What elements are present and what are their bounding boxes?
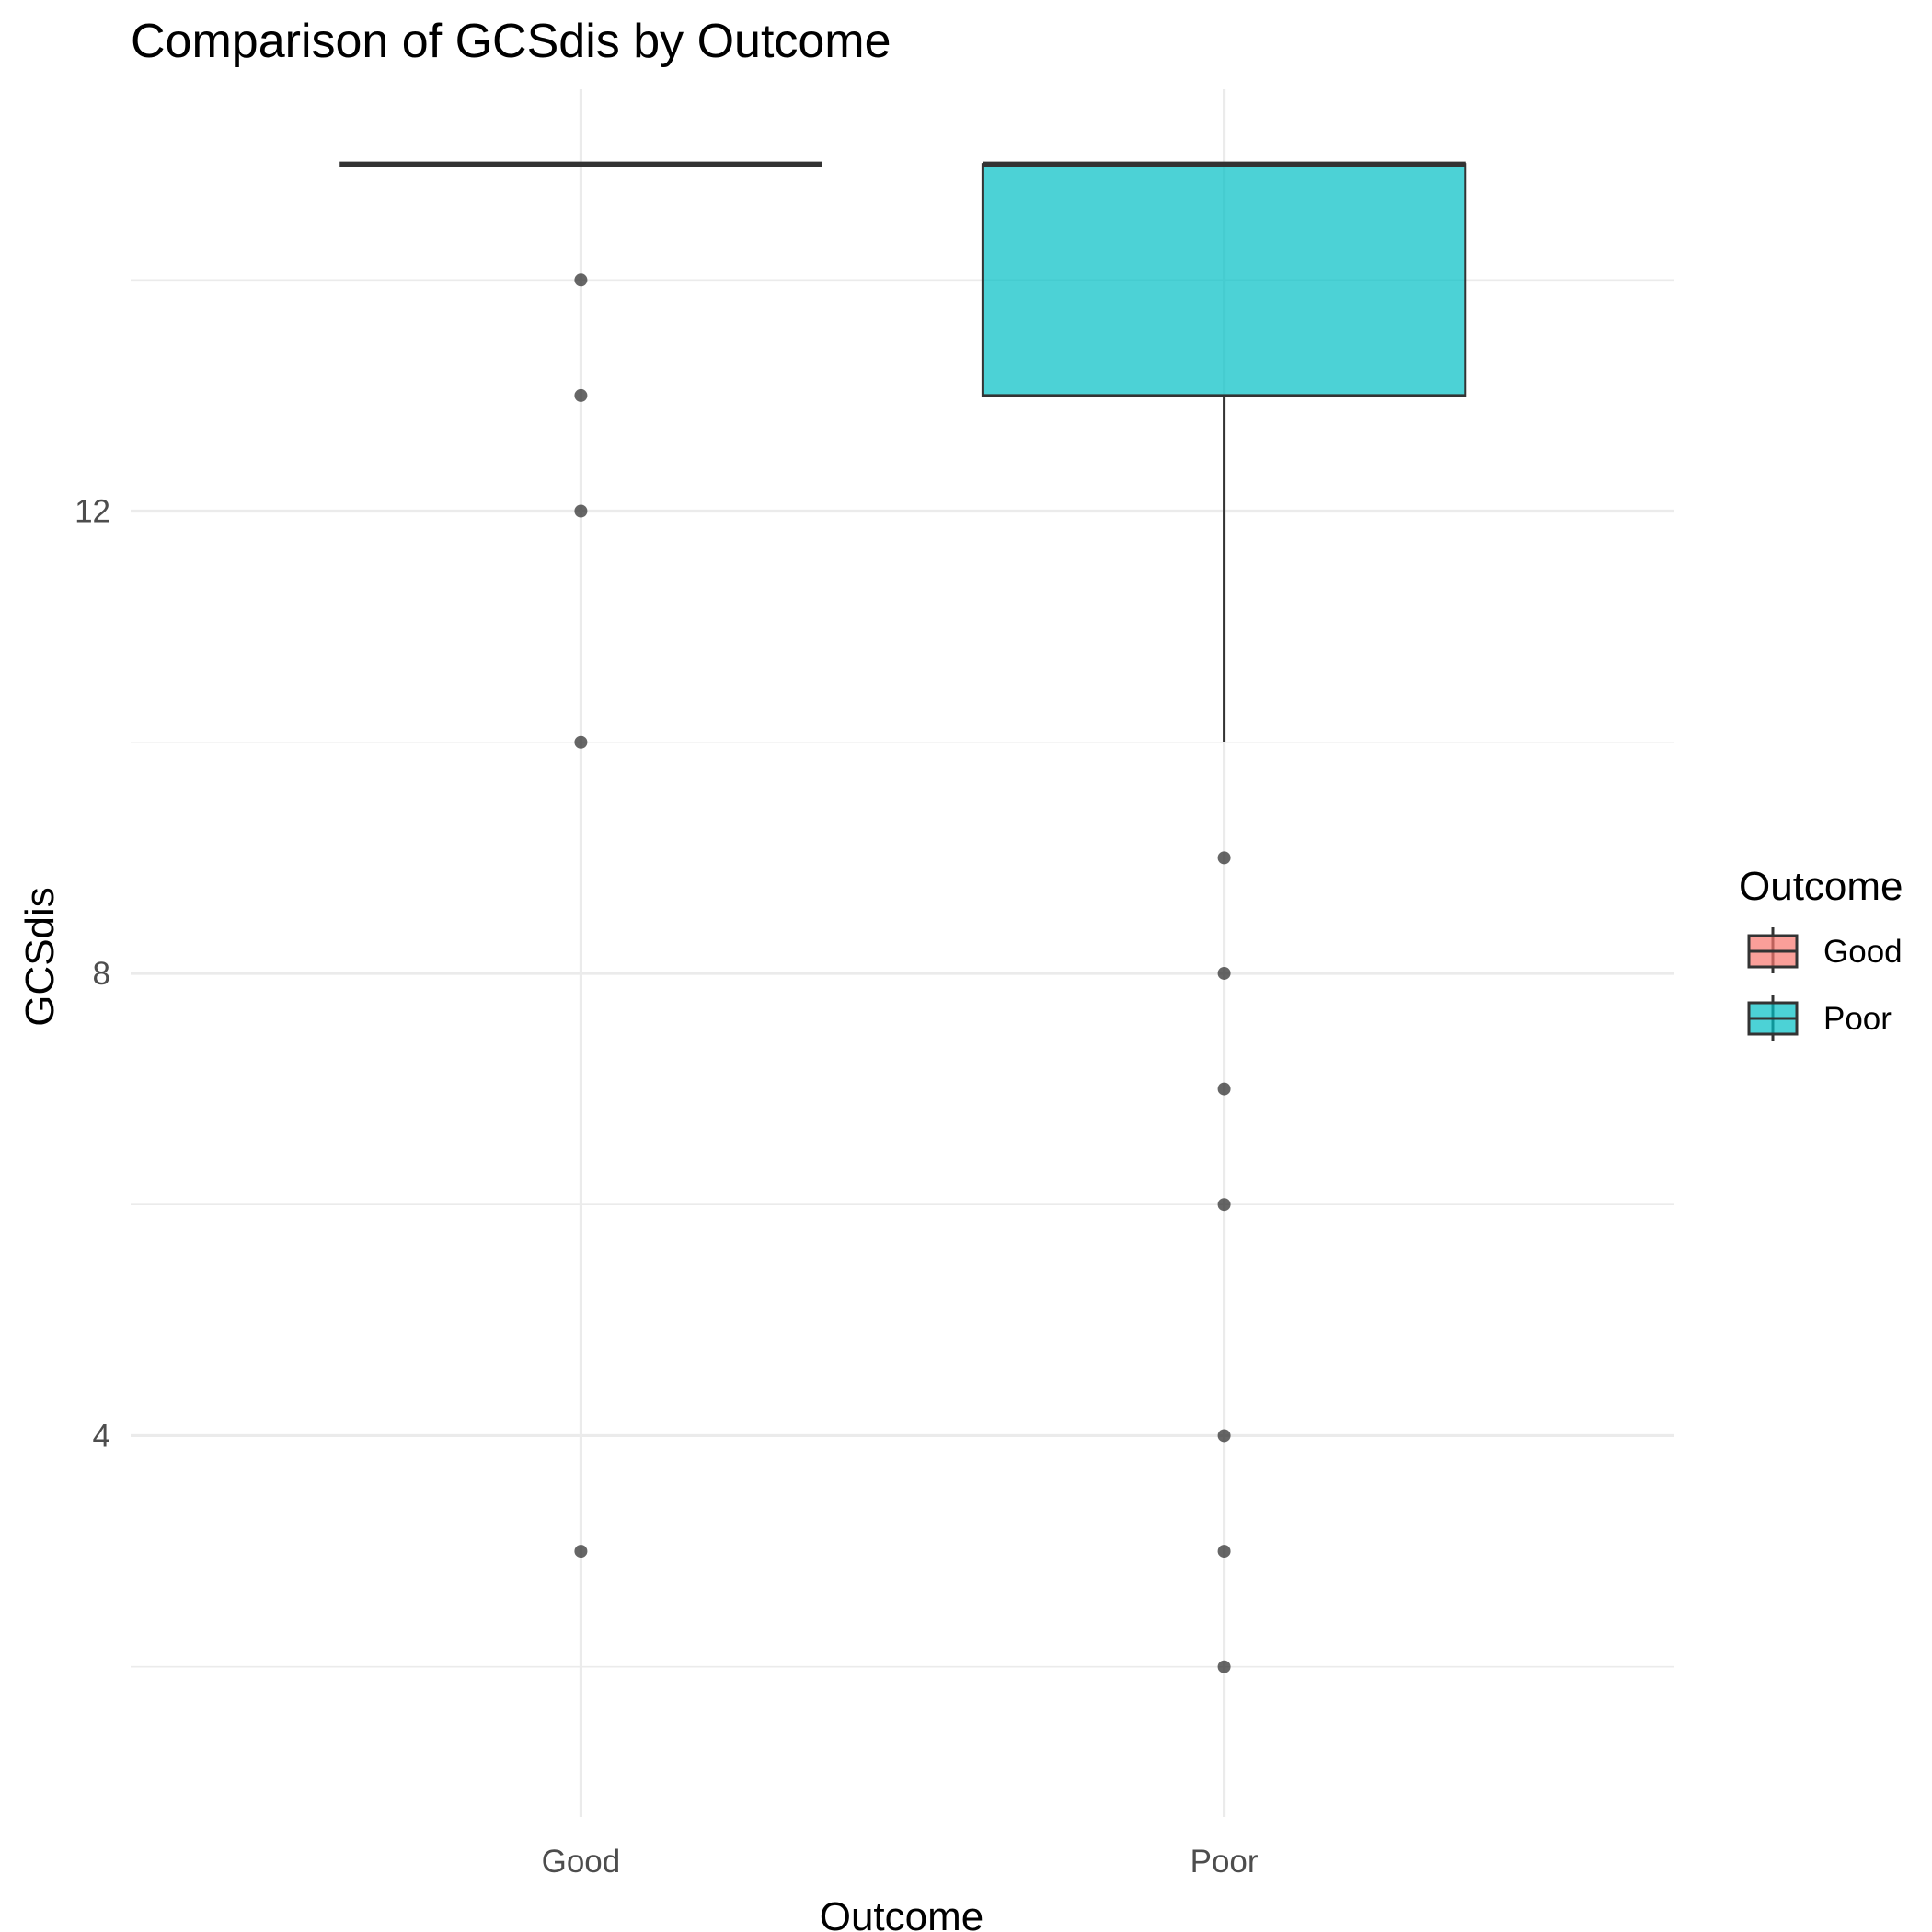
legend-label: Poor xyxy=(1823,1001,1892,1037)
legend-title: Outcome xyxy=(1739,864,1903,909)
y-tick-label: 12 xyxy=(75,494,110,530)
outlier-point xyxy=(1217,1082,1231,1096)
legend-items: Good Poor xyxy=(1747,927,1903,1041)
outlier-point xyxy=(1217,966,1231,980)
outliers-layer xyxy=(574,273,1231,1673)
x-tick-labels: Good Poor xyxy=(542,1844,1259,1880)
chart-title: Comparison of GCSdis by Outcome xyxy=(131,15,891,68)
boxes-layer xyxy=(339,161,1467,742)
legend: Outcome Good Poor xyxy=(1739,864,1903,1041)
y-tick-label: 8 xyxy=(93,956,110,992)
x-tick-label: Poor xyxy=(1190,1844,1259,1880)
outlier-point xyxy=(1217,1660,1231,1673)
x-tick-label: Good xyxy=(542,1844,621,1880)
outlier-point xyxy=(1217,1198,1231,1212)
outlier-point xyxy=(1217,851,1231,865)
outlier-point xyxy=(574,504,588,518)
box-body xyxy=(981,163,1467,397)
outlier-point xyxy=(574,1545,588,1558)
outlier-point xyxy=(1217,1429,1231,1443)
y-tick-label: 4 xyxy=(93,1418,110,1454)
y-tick-labels: 4 8 12 xyxy=(75,494,110,1455)
grid-lines xyxy=(131,89,1674,1817)
x-axis-title: Outcome xyxy=(820,1894,984,1932)
y-axis-title: GCSdis xyxy=(17,887,63,1027)
outlier-point xyxy=(574,273,588,287)
outlier-point xyxy=(1217,1545,1231,1558)
legend-label: Good xyxy=(1823,934,1903,970)
box-poor xyxy=(981,161,1467,742)
legend-item-good: Good xyxy=(1747,927,1903,973)
legend-item-poor: Poor xyxy=(1747,995,1892,1041)
outlier-point xyxy=(574,388,588,402)
outlier-point xyxy=(574,735,588,749)
